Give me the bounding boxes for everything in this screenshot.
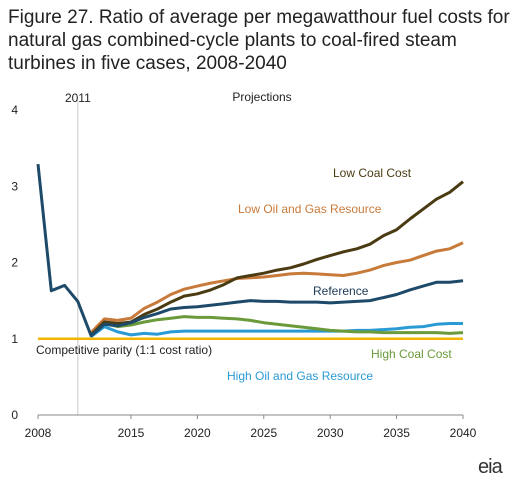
x-tick-label: 2030 bbox=[317, 426, 344, 440]
series-label-low-coal-cost: Low Coal Cost bbox=[333, 166, 412, 180]
x-tick-label: 2015 bbox=[118, 426, 145, 440]
x-tick-label: 2025 bbox=[250, 426, 277, 440]
eia-logo: eia bbox=[478, 456, 503, 478]
y-tick-label: 2 bbox=[11, 256, 18, 270]
series-labels: Low Coal Cost Low Oil and Gas Resource Ref… bbox=[227, 166, 452, 383]
y-tick-label: 4 bbox=[11, 103, 18, 117]
series-label-low-oil-and-gas-resource: Low Oil and Gas Resource bbox=[238, 202, 382, 216]
history-year-label: 2011 bbox=[65, 91, 91, 105]
x-tick-label: 2008 bbox=[25, 426, 52, 440]
x-tick-label: 2020 bbox=[184, 426, 211, 440]
series-label-high-coal-cost: High Coal Cost bbox=[371, 347, 452, 361]
series-lines bbox=[36, 163, 464, 340]
series-line-high-coal-cost bbox=[90, 315, 464, 337]
series-label-high-oil-and-gas-resource: High Oil and Gas Resource bbox=[227, 369, 373, 383]
y-tick-label: 3 bbox=[11, 179, 18, 193]
series-label-reference: Reference bbox=[313, 284, 369, 298]
series-line-low-coal-cost bbox=[90, 180, 464, 336]
projections-label: Projections bbox=[232, 90, 291, 104]
y-tick-label: 1 bbox=[11, 332, 18, 346]
x-tick-label: 2035 bbox=[383, 426, 410, 440]
series-line-high-oil-and-gas-resource bbox=[90, 322, 463, 338]
axes bbox=[37, 100, 464, 419]
series-line-low-oil-and-gas-resource bbox=[90, 241, 464, 334]
x-tick-label: 2040 bbox=[450, 426, 477, 440]
y-tick-label: 0 bbox=[11, 408, 18, 422]
series-line-reference bbox=[36, 163, 464, 338]
annotations: 2011 Projections Competitive parity (1:1 c… bbox=[36, 90, 292, 357]
tick-labels: 0 1 2 3 4 2008 2015 2020 2025 2030 2035 2040 bbox=[11, 103, 476, 440]
parity-label: Competitive parity (1:1 cost ratio) bbox=[36, 343, 212, 357]
chart-title: Figure 27. Ratio of average per megawatt… bbox=[8, 7, 510, 74]
